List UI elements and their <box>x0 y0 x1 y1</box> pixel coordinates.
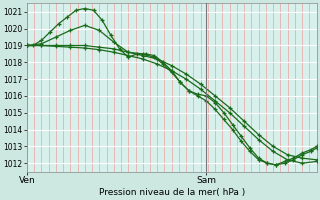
X-axis label: Pression niveau de la mer( hPa ): Pression niveau de la mer( hPa ) <box>99 188 245 197</box>
